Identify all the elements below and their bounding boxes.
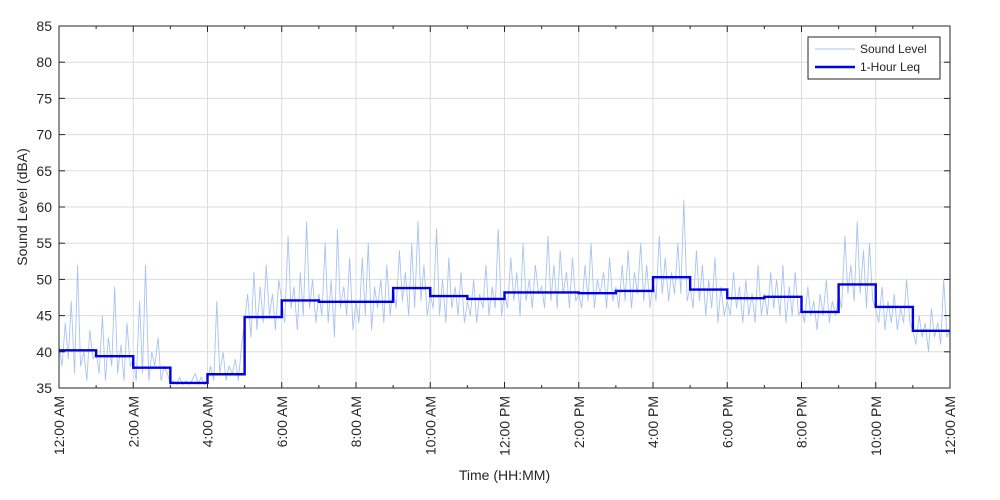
y-tick-label: 35 bbox=[36, 380, 52, 396]
y-axis-label: Sound Level (dBA) bbox=[14, 148, 30, 266]
x-tick-label: 2:00 AM bbox=[125, 396, 141, 447]
x-tick-label: 6:00 PM bbox=[719, 396, 735, 448]
axis-ticks bbox=[58, 25, 951, 389]
legend: Sound Level 1-Hour Leq bbox=[807, 36, 941, 80]
legend-label-sound-level: Sound Level bbox=[860, 42, 927, 56]
y-tick-label: 60 bbox=[36, 199, 52, 215]
y-tick-label: 80 bbox=[36, 54, 52, 70]
y-tick-label: 75 bbox=[36, 90, 52, 106]
x-axis-label: Time (HH:MM) bbox=[459, 467, 550, 483]
y-tick-label: 40 bbox=[36, 344, 52, 360]
series-line-leq bbox=[59, 276, 950, 385]
x-tick-label: 8:00 AM bbox=[348, 396, 364, 447]
x-tick-label: 8:00 PM bbox=[794, 396, 810, 448]
y-tick-label: 65 bbox=[36, 163, 52, 179]
x-tick-label: 10:00 AM bbox=[422, 396, 438, 455]
x-tick-label: 12:00 AM bbox=[942, 396, 958, 455]
legend-label-leq: 1-Hour Leq bbox=[860, 60, 920, 74]
legend-box bbox=[807, 36, 941, 80]
x-tick-label: 4:00 PM bbox=[645, 396, 661, 448]
y-tick-label: 85 bbox=[36, 18, 52, 34]
y-tick-label: 45 bbox=[36, 308, 52, 324]
x-tick-label: 10:00 PM bbox=[868, 396, 884, 456]
y-tick-label: 70 bbox=[36, 127, 52, 143]
y-tick-label: 55 bbox=[36, 235, 52, 251]
plot-series bbox=[59, 199, 950, 386]
x-tick-label: 12:00 PM bbox=[497, 396, 513, 456]
tick-labels: 35 40 45 50 55 60 65 70 75 80 85 12:00 AM 2:00 AM 4:0… bbox=[36, 18, 958, 456]
x-tick-label: 4:00 AM bbox=[200, 396, 216, 447]
x-tick-label: 2:00 PM bbox=[571, 396, 587, 448]
x-tick-label: 12:00 AM bbox=[51, 396, 67, 455]
y-tick-label: 50 bbox=[36, 271, 52, 287]
x-tick-label: 6:00 AM bbox=[274, 396, 290, 447]
